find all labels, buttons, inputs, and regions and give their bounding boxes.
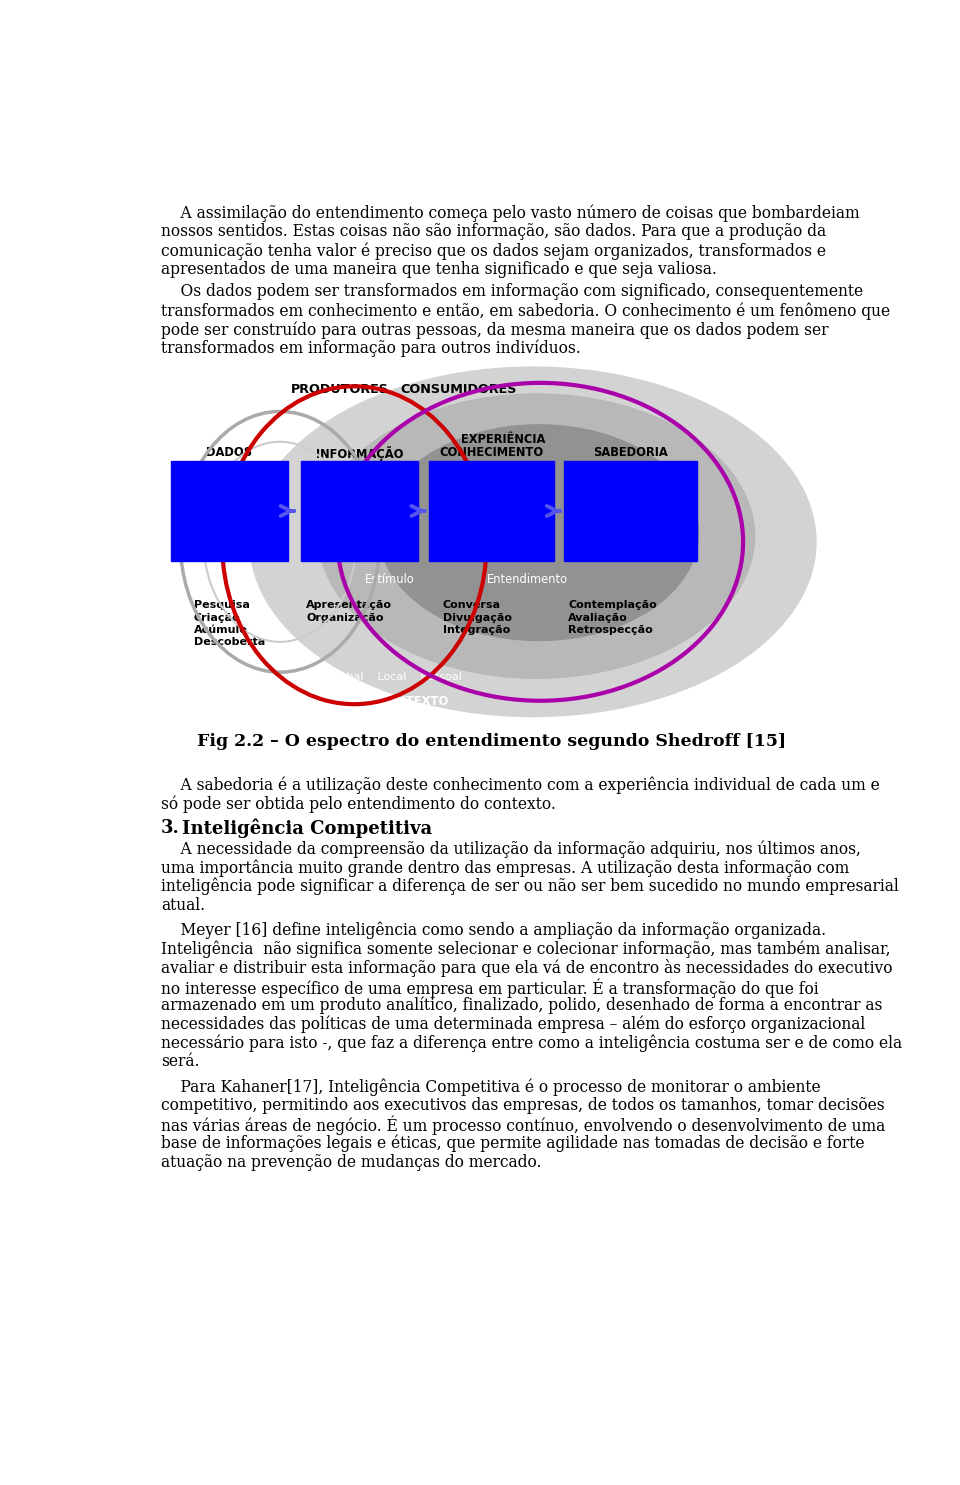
Text: A assimilação do entendimento começa pelo vasto número de coisas que bombardeiam: A assimilação do entendimento começa pel… xyxy=(161,205,859,221)
FancyBboxPatch shape xyxy=(564,460,697,561)
Ellipse shape xyxy=(379,425,698,640)
Text: EXPERIÊNCIA: EXPERIÊNCIA xyxy=(461,434,545,445)
Text: transformados em informação para outros indivíduos.: transformados em informação para outros … xyxy=(161,340,581,358)
Text: SABEDORIA: SABEDORIA xyxy=(593,446,668,459)
Ellipse shape xyxy=(319,395,755,677)
Text: Fig 2.2 – O espectro do entendimento segundo Shedroff [15]: Fig 2.2 – O espectro do entendimento seg… xyxy=(198,732,786,750)
Text: nas várias áreas de negócio. É um processo contínuo, envolvendo o desenvolviment: nas várias áreas de negócio. É um proces… xyxy=(161,1115,885,1136)
Text: competitivo, permitindo aos executivos das empresas, de todos os tamanhos, tomar: competitivo, permitindo aos executivos d… xyxy=(161,1097,884,1114)
Text: transformados em conhecimento e então, em sabedoria. O conhecimento é um fenômen: transformados em conhecimento e então, e… xyxy=(161,303,890,319)
Text: comunicação tenha valor é preciso que os dados sejam organizados, transformados : comunicação tenha valor é preciso que os… xyxy=(161,242,826,260)
Text: CONTEXTO: CONTEXTO xyxy=(378,695,449,708)
Text: A necessidade da compreensão da utilização da informação adquiriu, nos últimos a: A necessidade da compreensão da utilizaç… xyxy=(161,841,861,858)
Text: será.: será. xyxy=(161,1053,200,1071)
Text: 3.: 3. xyxy=(161,818,180,836)
Text: só pode ser obtida pelo entendimento do contexto.: só pode ser obtida pelo entendimento do … xyxy=(161,794,556,812)
Text: CONHECIMENTO: CONHECIMENTO xyxy=(439,446,543,459)
Text: no interesse específico de uma empresa em particular. É a transformação do que f: no interesse específico de uma empresa e… xyxy=(161,979,819,998)
FancyBboxPatch shape xyxy=(300,460,419,561)
Text: uma importância muito grande dentro das empresas. A utilização desta informação : uma importância muito grande dentro das … xyxy=(161,860,850,876)
Text: atuação na prevenção de mudanças do mercado.: atuação na prevenção de mudanças do merc… xyxy=(161,1154,541,1170)
Text: PRODUTORES: PRODUTORES xyxy=(291,383,389,396)
Text: Conversa
Divulgação
Integração: Conversa Divulgação Integração xyxy=(443,600,512,636)
Text: INFORMAÇÃO: INFORMAÇÃO xyxy=(316,446,403,460)
Text: apresentados de uma maneira que tenha significado e que seja valiosa.: apresentados de uma maneira que tenha si… xyxy=(161,261,717,278)
Text: armazenado em um produto analítico, finalizado, polido, desenhado de forma a enc: armazenado em um produto analítico, fina… xyxy=(161,996,882,1014)
Text: pode ser construído para outras pessoas, da mesma maneira que os dados podem ser: pode ser construído para outras pessoas,… xyxy=(161,321,828,339)
FancyBboxPatch shape xyxy=(171,460,288,561)
Text: DADOS: DADOS xyxy=(206,446,252,459)
Text: Apresentação
Organização: Apresentação Organização xyxy=(306,600,392,622)
Text: Inteligência  não significa somente selecionar e colecionar informação, mas tamb: Inteligência não significa somente selec… xyxy=(161,940,891,958)
Ellipse shape xyxy=(251,367,816,716)
Text: inteligência pode significar a diferença de ser ou não ser bem sucedido no mundo: inteligência pode significar a diferença… xyxy=(161,878,899,895)
Text: A sabedoria é a utilização deste conhecimento com a experiência individual de ca: A sabedoria é a utilização deste conheci… xyxy=(161,777,879,793)
Text: necessidades das políticas de uma determinada empresa – além do esforço organiza: necessidades das políticas de uma determ… xyxy=(161,1016,865,1034)
Text: Os dados podem ser transformados em informação com significado, consequentemente: Os dados podem ser transformados em info… xyxy=(161,284,863,300)
Text: Meyer [16] define inteligência como sendo a ampliação da informação organizada.: Meyer [16] define inteligência como send… xyxy=(161,921,826,939)
Text: base de informações legais e éticas, que permite agilidade nas tomadas de decisã: base de informações legais e éticas, que… xyxy=(161,1135,864,1152)
Text: avaliar e distribuir esta informação para que ela vá de encontro às necessidades: avaliar e distribuir esta informação par… xyxy=(161,959,893,977)
Text: CONSUMIDORES: CONSUMIDORES xyxy=(400,383,516,396)
Text: necessário para isto -, que faz a diferença entre como a inteligência costuma se: necessário para isto -, que faz a difere… xyxy=(161,1035,902,1051)
Text: nossos sentidos. Estas coisas não são informação, são dados. Para que a produção: nossos sentidos. Estas coisas não são in… xyxy=(161,223,826,241)
Text: Estímulo: Estímulo xyxy=(365,573,414,585)
Text: Global    Local    Pessoal: Global Local Pessoal xyxy=(328,673,462,682)
Text: Para Kahaner[17], Inteligência Competitiva é o processo de monitorar o ambiente: Para Kahaner[17], Inteligência Competiti… xyxy=(161,1078,821,1096)
Text: atual.: atual. xyxy=(161,897,205,913)
Text: Pesquisa
Criação
Acúmulo
Descoberta: Pesquisa Criação Acúmulo Descoberta xyxy=(194,600,265,647)
Text: Inteligência Competitiva: Inteligência Competitiva xyxy=(181,818,432,838)
Text: Entendimento: Entendimento xyxy=(487,573,567,585)
Text: Contemplação
Avaliação
Retrospecção: Contemplação Avaliação Retrospecção xyxy=(568,600,657,636)
FancyBboxPatch shape xyxy=(429,460,554,561)
